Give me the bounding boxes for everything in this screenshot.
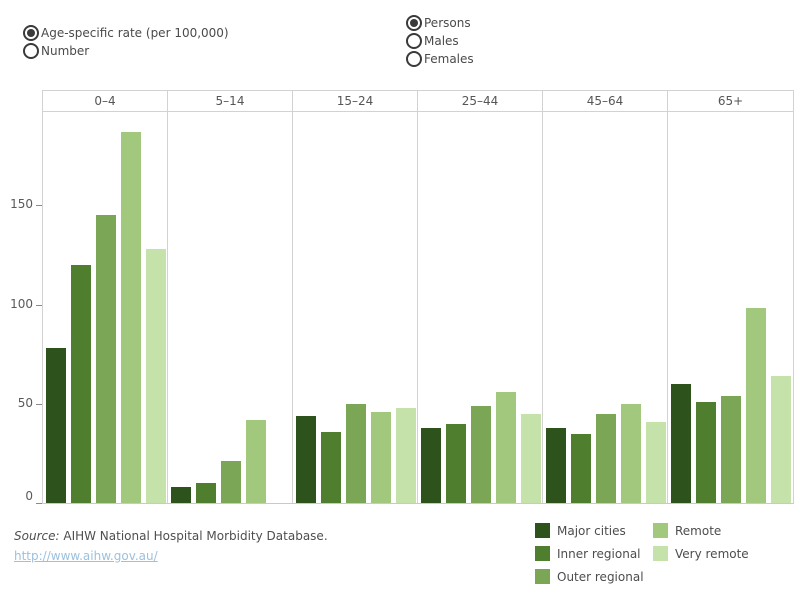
y-axis: 0 50 100 150 [0,91,42,504]
population-radio-group: Persons Males Females [406,14,474,68]
source-text: AIHW National Hospital Morbidity Databas… [63,529,328,543]
bar-remote-25-44[interactable] [496,392,516,503]
radio-option-number[interactable]: Number [23,42,229,60]
radio-option-label: Persons [424,16,471,30]
panel-0-4: 0–4 [43,91,168,503]
age-group-label: 65+ [668,91,793,112]
bar-very-remote-65+[interactable] [771,376,791,503]
bar-major-cities-0-4[interactable] [46,348,66,503]
radio-option-persons[interactable]: Persons [406,14,474,32]
source-note: Source: AIHW National Hospital Morbidity… [14,529,328,543]
panel-25-44: 25–44 [418,91,543,503]
bar-outer-regional-15-24[interactable] [346,404,366,503]
panel-plot [543,112,667,503]
bar-remote-65+[interactable] [746,308,766,503]
bar-inner-regional-5-14[interactable] [196,483,216,503]
bar-very-remote-0-4[interactable] [146,249,166,503]
chart-legend: Major cities Inner regional Outer regional… [535,519,749,588]
bar-remote-45-64[interactable] [621,404,641,503]
legend-swatch-icon [535,523,550,538]
bar-major-cities-25-44[interactable] [421,428,441,503]
panel-65+: 65+ [668,91,793,503]
y-tick-mark [36,205,42,206]
panel-45-64: 45–64 [543,91,668,503]
bar-inner-regional-25-44[interactable] [446,424,466,503]
source-link[interactable]: http://www.aihw.gov.au/ [14,549,158,563]
panel-plot [418,112,542,503]
panel-15-24: 15–24 [293,91,418,503]
bar-inner-regional-15-24[interactable] [321,432,341,503]
bar-major-cities-15-24[interactable] [296,416,316,503]
legend-label: Remote [675,523,722,538]
radio-option-label: Age-specific rate (per 100,000) [41,26,229,40]
bar-outer-regional-65+[interactable] [721,396,741,503]
radio-option-males[interactable]: Males [406,32,474,50]
bar-remote-15-24[interactable] [371,412,391,503]
bar-inner-regional-65+[interactable] [696,402,716,503]
bar-very-remote-45-64[interactable] [646,422,666,503]
radio-button-icon[interactable] [406,51,422,67]
y-tick-mark [36,503,42,504]
age-group-label: 5–14 [168,91,292,112]
legend-item-outer-regional[interactable]: Outer regional [535,565,653,588]
panel-plot [668,112,793,503]
bar-outer-regional-5-14[interactable] [221,461,241,503]
legend-swatch-icon [535,546,550,561]
age-group-label: 45–64 [543,91,667,112]
y-tick-label: 50 [17,395,33,410]
bar-very-remote-25-44[interactable] [521,414,541,503]
legend-item-remote[interactable]: Remote [653,519,749,542]
age-group-label: 25–44 [418,91,542,112]
panel-plot [168,112,292,503]
legend-label: Very remote [675,546,749,561]
radio-option-label: Number [41,44,90,58]
radio-option-label: Males [424,34,459,48]
bar-very-remote-15-24[interactable] [396,408,416,503]
panel-5-14: 5–14 [168,91,293,503]
y-tick-label: 0 [25,489,33,503]
measure-radio-group: Age-specific rate (per 100,000) Number [23,24,229,60]
legend-swatch-icon [535,569,550,584]
radio-selected-dot-icon [27,29,35,37]
panel-plot [293,112,417,503]
bar-outer-regional-0-4[interactable] [96,215,116,503]
legend-column: Major cities Inner regional Outer regional [535,519,653,588]
bar-inner-regional-0-4[interactable] [71,265,91,503]
radio-button-icon[interactable] [23,25,39,41]
y-tick-label: 100 [10,296,33,311]
legend-swatch-icon [653,546,668,561]
bar-outer-regional-45-64[interactable] [596,414,616,503]
legend-item-very-remote[interactable]: Very remote [653,542,749,565]
y-tick-label: 150 [10,197,33,212]
bar-chart: 0–4 5–14 15–24 25–44 45–64 65+ [42,90,794,504]
panel-plot [43,112,167,503]
y-tick-mark [36,404,42,405]
legend-label: Inner regional [557,546,641,561]
legend-label: Major cities [557,523,626,538]
radio-option-females[interactable]: Females [406,50,474,68]
age-group-label: 0–4 [43,91,167,112]
legend-item-major-cities[interactable]: Major cities [535,519,653,542]
source-label: Source: [14,529,60,543]
bar-outer-regional-25-44[interactable] [471,406,491,503]
radio-button-icon[interactable] [406,33,422,49]
bar-remote-0-4[interactable] [121,132,141,503]
age-group-label: 15–24 [293,91,417,112]
bar-major-cities-5-14[interactable] [171,487,191,503]
legend-label: Outer regional [557,569,644,584]
radio-option-label: Females [424,52,474,66]
radio-button-icon[interactable] [23,43,39,59]
bar-inner-regional-45-64[interactable] [571,434,591,503]
radio-selected-dot-icon [410,19,418,27]
legend-column: Remote Very remote [653,519,749,588]
radio-button-icon[interactable] [406,15,422,31]
legend-item-inner-regional[interactable]: Inner regional [535,542,653,565]
y-tick-mark [36,305,42,306]
bar-remote-5-14[interactable] [246,420,266,503]
bar-major-cities-45-64[interactable] [546,428,566,503]
legend-swatch-icon [653,523,668,538]
bar-major-cities-65+[interactable] [671,384,691,503]
radio-option-age-specific-rate[interactable]: Age-specific rate (per 100,000) [23,24,229,42]
